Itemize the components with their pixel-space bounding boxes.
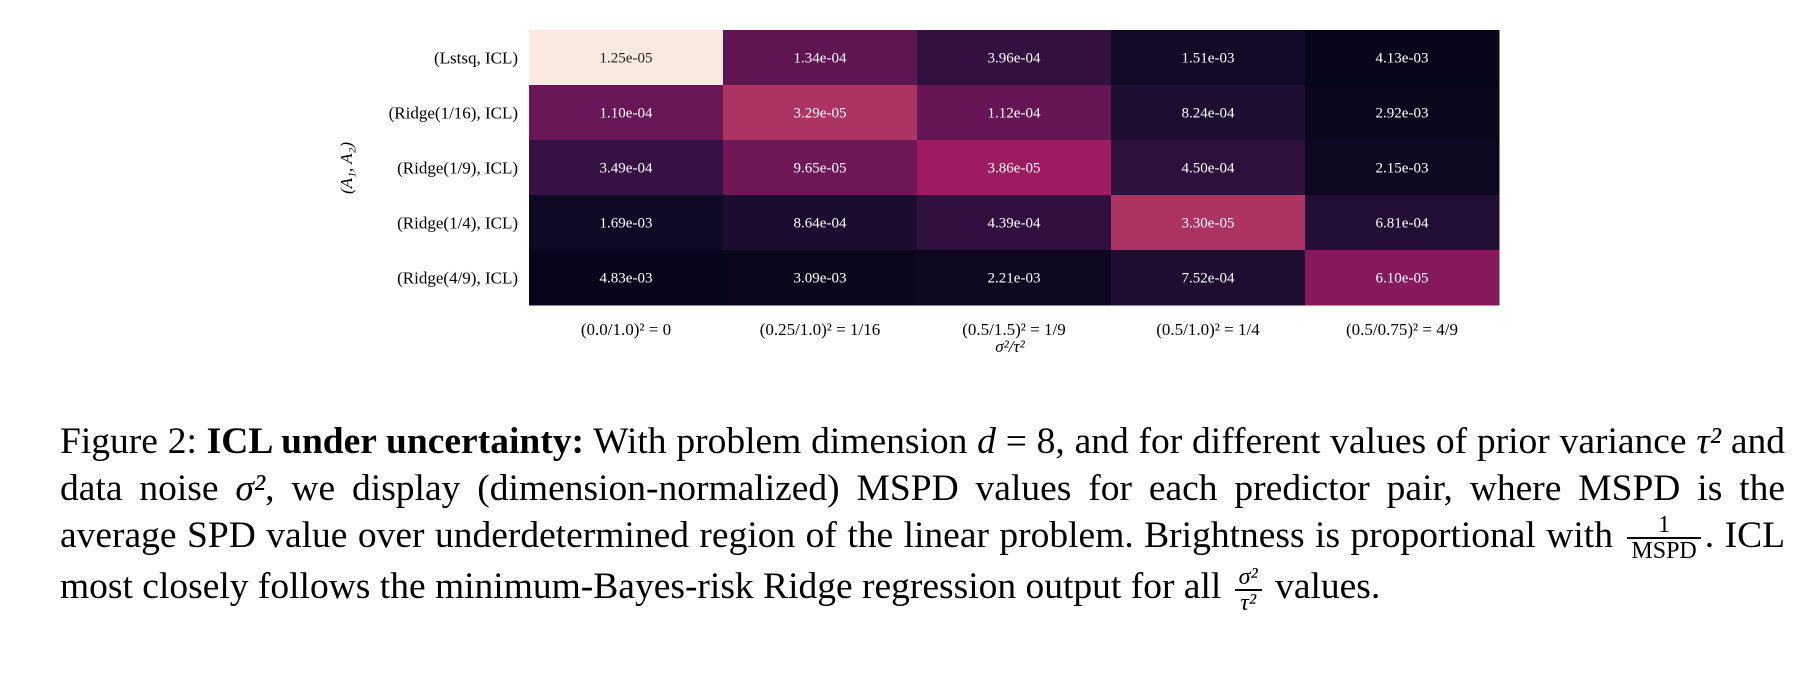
- cell-value-label: 6.10e-05: [1376, 271, 1429, 287]
- heatmap-cell: [1305, 30, 1500, 86]
- heatmap-cell: [1305, 250, 1500, 306]
- cell-value-label: 2.21e-03: [988, 271, 1041, 287]
- heatmap-cell: [1111, 140, 1306, 196]
- caption-text-4: , we display (dimension-normalized) MSPD…: [60, 468, 1785, 556]
- cell-value-label: 4.50e-04: [1182, 161, 1235, 177]
- figure-label: Figure 2:: [60, 421, 197, 462]
- x-tick-label: (0.5/1.5)² = 1/9: [962, 320, 1065, 339]
- heatmap-cell-labels: 1.25e-05 1.34e-04 3.96e-04 1.51e-03 4.13e-03…: [600, 51, 1429, 287]
- caption-bold-title: ICL under uncertainty:: [206, 421, 584, 462]
- heatmap-cell: [723, 195, 918, 251]
- cell-value-label: 3.86e-05: [988, 161, 1041, 177]
- cell-value-label: 8.64e-04: [794, 216, 847, 232]
- heatmap-cell: [1111, 85, 1306, 141]
- x-tick-label: (0.0/1.0)² = 0: [581, 320, 671, 339]
- heatmap-chart: 1.25e-05 1.34e-04 3.96e-04 1.51e-03 4.13e-03…: [337, 30, 1500, 356]
- cell-value-label: 3.96e-04: [988, 51, 1041, 67]
- heatmap-cell: [529, 195, 724, 251]
- cell-value-label: 3.29e-05: [794, 106, 847, 122]
- caption-text-5: . ICL most closely follows the minimum-B…: [60, 515, 1785, 608]
- math-tau2: τ²: [1696, 421, 1722, 462]
- caption-text-3: and data noise: [60, 421, 1785, 509]
- fraction-one-over-mspd: 1 MSPD: [1627, 513, 1701, 565]
- math-d: d: [977, 421, 996, 462]
- cell-value-label: 3.30e-05: [1182, 216, 1235, 232]
- cell-value-label: 3.49e-04: [600, 161, 653, 177]
- y-tick-labels: (Lstsq, ICL) (Ridge(1/16), ICL) (Ridge(1/9…: [389, 49, 518, 288]
- caption-text-6: values.: [1265, 566, 1381, 608]
- heatmap-cell: [529, 140, 724, 196]
- heatmap-cell: [917, 30, 1112, 86]
- heatmap-cell: [917, 140, 1112, 196]
- heatmap-cell: [723, 85, 918, 141]
- cell-value-label: 1.51e-03: [1182, 51, 1235, 67]
- heatmap-cell: [917, 195, 1112, 251]
- y-axis-label: (A₁, A₂): [337, 142, 356, 194]
- cell-value-label: 4.13e-03: [1376, 51, 1429, 67]
- cell-value-label: 1.10e-04: [600, 106, 653, 122]
- heatmap-cell: [1111, 195, 1306, 251]
- heatmap-cell: [917, 250, 1112, 306]
- cell-value-label: 2.92e-03: [1376, 106, 1429, 122]
- heatmap-cell: [529, 30, 724, 86]
- cell-value-label: 1.12e-04: [988, 106, 1041, 122]
- fraction-denominator: MSPD: [1631, 538, 1697, 565]
- heatmap-cell: [723, 30, 918, 86]
- heatmap-cell: [1305, 85, 1500, 141]
- heatmap-cell: [723, 140, 918, 196]
- heatmap-cell: [529, 85, 724, 141]
- cell-value-label: 9.65e-05: [794, 161, 847, 177]
- fraction-numerator: σ²: [1234, 565, 1262, 591]
- cell-value-label: 1.34e-04: [794, 51, 847, 67]
- cell-value-label: 6.81e-04: [1376, 216, 1429, 232]
- cell-value-label: 7.52e-04: [1182, 271, 1235, 287]
- x-tick-label: (0.25/1.0)² = 1/16: [760, 320, 880, 339]
- heatmap-cell: [1111, 250, 1306, 306]
- math-sigma2: σ²: [235, 468, 266, 509]
- y-tick-label: (Ridge(1/4), ICL): [397, 214, 518, 233]
- caption-text-1: With problem dimension: [593, 421, 978, 462]
- heatmap-cell: [917, 85, 1112, 141]
- y-tick-label: (Lstsq, ICL): [434, 49, 518, 68]
- fraction-numerator: 1: [1627, 513, 1701, 540]
- figure-caption: Figure 2: ICL under uncertainty: With pr…: [60, 418, 1785, 615]
- cell-value-label: 8.24e-04: [1182, 106, 1235, 122]
- heatmap-cell: [1111, 30, 1306, 86]
- cell-value-label: 4.39e-04: [988, 216, 1041, 232]
- cell-value-label: 1.25e-05: [600, 51, 653, 67]
- caption-text-2: = 8, and for different values of prior v…: [995, 421, 1697, 462]
- x-tick-label: (0.5/1.0)² = 1/4: [1156, 320, 1260, 339]
- fraction-sigma-over-tau: σ² τ²: [1234, 565, 1262, 616]
- y-tick-label: (Ridge(1/16), ICL): [389, 104, 518, 123]
- heatmap-cell: [529, 250, 724, 306]
- cell-value-label: 4.83e-03: [600, 271, 653, 287]
- y-tick-label: (Ridge(4/9), ICL): [397, 269, 518, 288]
- x-axis-label: σ²/τ²: [995, 337, 1025, 356]
- cell-value-label: 1.69e-03: [600, 216, 653, 232]
- x-tick-label: (0.5/0.75)² = 4/9: [1346, 320, 1458, 339]
- x-tick-labels: (0.0/1.0)² = 0 (0.25/1.0)² = 1/16 (0.5/1.5…: [581, 320, 1458, 339]
- y-tick-label: (Ridge(1/9), ICL): [397, 159, 518, 178]
- heatmap-cell: [723, 250, 918, 306]
- heatmap-cell: [1305, 195, 1500, 251]
- fraction-denominator: τ²: [1240, 589, 1257, 616]
- heatmap-cells: [529, 30, 1500, 306]
- cell-value-label: 3.09e-03: [794, 271, 847, 287]
- cell-value-label: 2.15e-03: [1376, 161, 1429, 177]
- heatmap-cell: [1305, 140, 1500, 196]
